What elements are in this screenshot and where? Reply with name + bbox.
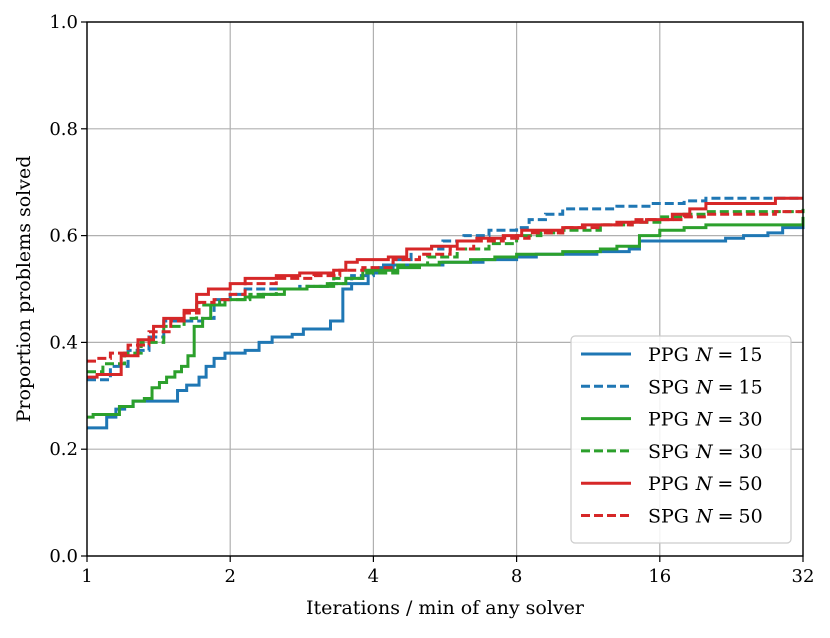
x-axis-label: Iterations / min of any solver <box>306 597 585 619</box>
legend-n-symbol: N <box>695 376 714 398</box>
legend-equals: = <box>717 409 733 431</box>
y-tick-label: 0.2 <box>49 439 78 460</box>
legend-n-symbol: N <box>695 344 714 366</box>
legend-equals: = <box>717 344 733 366</box>
legend-label: PPG N = 15 <box>648 344 762 366</box>
legend-solver: SPG <box>648 376 689 398</box>
legend-solver: PPG <box>648 344 689 366</box>
legend-solver: SPG <box>648 506 689 528</box>
legend-entry: SPG N = 30 <box>581 441 763 463</box>
series-layer <box>87 196 805 430</box>
legend-n-value: 30 <box>738 409 762 431</box>
legend-equals: = <box>718 506 734 528</box>
y-tick-label: 0.8 <box>49 119 78 140</box>
legend-label: SPG N = 15 <box>648 376 763 398</box>
legend-n-value: 30 <box>739 441 763 463</box>
x-tick-label: 16 <box>648 566 671 587</box>
legend-n-symbol: N <box>695 409 714 431</box>
legend-solver: PPG <box>648 409 689 431</box>
legend-solver: PPG <box>648 473 689 495</box>
legend-entry: SPG N = 50 <box>581 506 763 528</box>
legend-label: SPG N = 50 <box>648 506 763 528</box>
legend-label: PPG N = 30 <box>648 409 762 431</box>
legend-equals: = <box>717 473 733 495</box>
axis-ticks: 1 2 4 8 16 32 0.0 0.2 0.4 0.6 0.8 1.0 <box>49 12 814 587</box>
plot-frame <box>86 21 804 557</box>
y-tick-label: 0.6 <box>49 226 78 247</box>
y-tick-label: 1.0 <box>49 12 78 33</box>
legend-n-value: 50 <box>738 473 762 495</box>
series-line-ppg-n-50 <box>87 196 803 379</box>
legend-n-symbol: N <box>695 473 714 495</box>
x-tick-label: 32 <box>792 566 815 587</box>
x-tick-label: 8 <box>511 566 522 587</box>
legend-n-value: 15 <box>738 344 762 366</box>
legend-label: SPG N = 30 <box>648 441 763 463</box>
legend-n-value: 50 <box>739 506 763 528</box>
series-line-spg-n-50 <box>87 210 803 363</box>
legend-entry: PPG N = 15 <box>581 344 762 366</box>
y-tick-label: 0.4 <box>49 332 78 353</box>
y-tick-label: 0.0 <box>49 546 78 567</box>
legend-n-value: 15 <box>739 376 763 398</box>
legend-entry: PPG N = 30 <box>581 409 762 431</box>
legend-label: PPG N = 50 <box>648 473 762 495</box>
x-tick-label: 4 <box>368 566 379 587</box>
legend-n-symbol: N <box>695 506 714 528</box>
legend-equals: = <box>718 441 734 463</box>
legend-equals: = <box>718 376 734 398</box>
legend-entry: SPG N = 15 <box>581 376 763 398</box>
legend-solver: SPG <box>648 441 689 463</box>
x-tick-label: 2 <box>224 566 235 587</box>
legend-entry: PPG N = 50 <box>581 473 762 495</box>
legend-n-symbol: N <box>695 441 714 463</box>
y-axis-label: Proportion problems solved <box>13 156 35 423</box>
x-tick-label: 1 <box>81 566 92 587</box>
